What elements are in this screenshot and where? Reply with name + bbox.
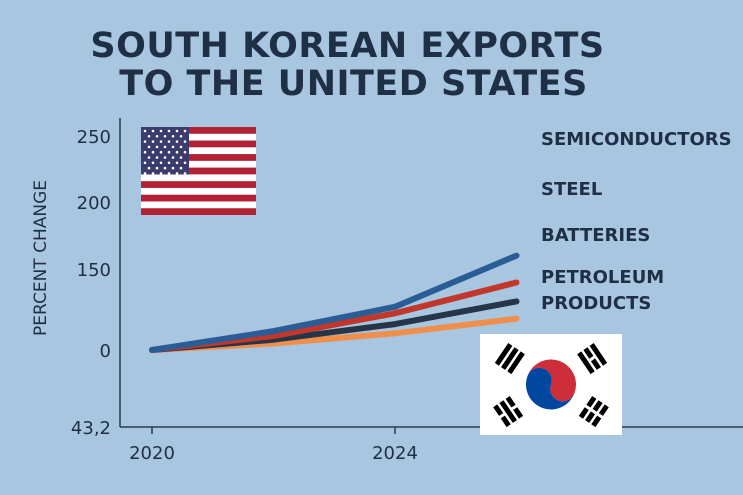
series-label: SEMICONDUCTORS [541, 129, 732, 150]
series-label: BATTERIES [541, 225, 650, 246]
y-tick-label: 200 [77, 193, 111, 214]
chart-title-line-1: SOUTH KOREAN EXPORTS [90, 26, 605, 66]
y-axis-label: PERCENT CHANGE [31, 180, 51, 336]
series-label: PETROLEUM PRODUCTS [541, 267, 664, 314]
series-line-semiconductors [149, 252, 520, 353]
chart-title-line-2: TO THE UNITED STATES [119, 64, 588, 104]
y-tick-label: 150 [77, 260, 111, 281]
y-tick-label: 250 [77, 127, 111, 148]
us-flag-icon [141, 127, 256, 215]
x-tick-label: 2020 [129, 443, 175, 464]
y-tick-label: 0 [100, 341, 111, 362]
series-label: STEEL [541, 179, 602, 200]
south-korea-flag-icon [480, 334, 622, 435]
y-tick-label: 43,2 [71, 418, 111, 439]
x-tick-label: 2024 [372, 443, 418, 464]
